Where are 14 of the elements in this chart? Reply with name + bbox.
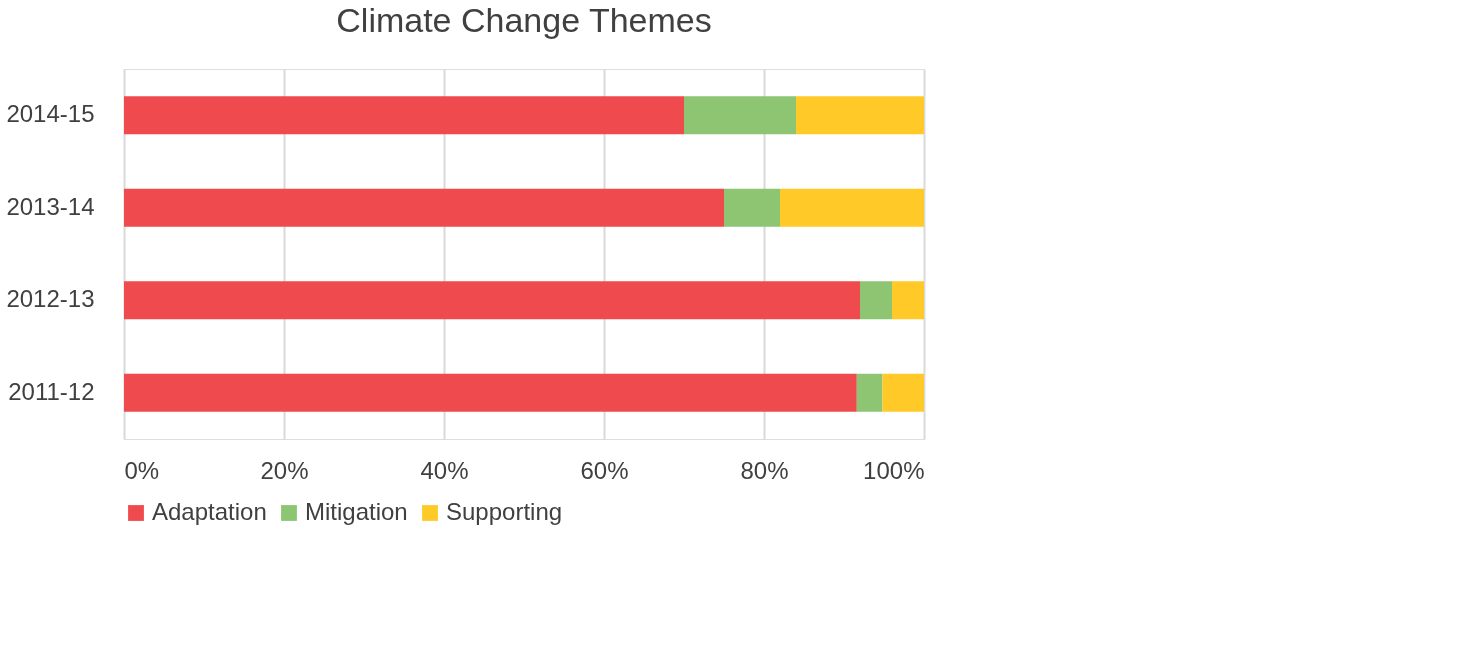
- legend-label: Supporting: [446, 498, 563, 525]
- y-tick-label: 2014-15: [6, 100, 95, 128]
- legend-label: Adaptation: [152, 498, 267, 525]
- chart-title: Climate Change Themes: [336, 1, 712, 39]
- y-tick-label: 2012-13: [6, 285, 95, 313]
- y-tick-label: 2011-12: [8, 377, 95, 405]
- y-tick-label: 2013-14: [6, 192, 95, 220]
- x-tick-label: 20%: [260, 456, 309, 484]
- x-tick-label: 0%: [124, 456, 160, 484]
- x-tick-label: 40%: [420, 456, 469, 484]
- x-tick-label: 60%: [580, 456, 629, 484]
- legend-label: Mitigation: [305, 498, 408, 525]
- x-tick-label: 80%: [740, 456, 789, 484]
- x-tick-label: 100%: [863, 456, 925, 484]
